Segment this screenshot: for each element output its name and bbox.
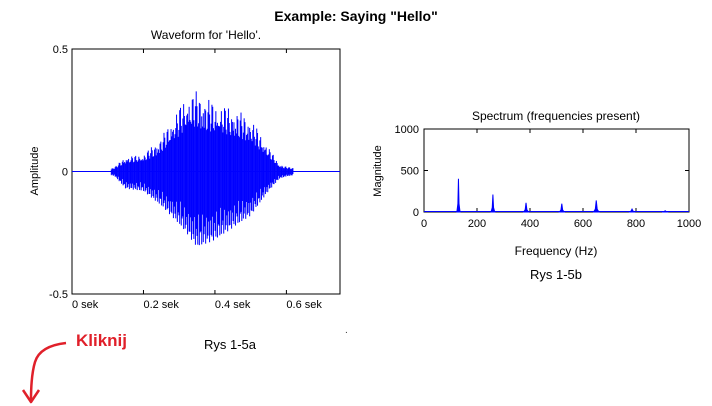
spectrum-peak bbox=[628, 207, 636, 213]
stray-mark: . bbox=[345, 325, 348, 336]
spectrum-y-ticks: 0 500 1000 bbox=[395, 124, 689, 219]
kliknij-link[interactable]: Kliknij bbox=[76, 331, 128, 350]
spectrum-xtick-label: 1000 bbox=[677, 218, 701, 230]
spectrum-xtick-label: 400 bbox=[521, 218, 539, 230]
caption-rys-1-5a: Rys 1-5a bbox=[204, 337, 257, 352]
spectrum-title: Spectrum (frequencies present) bbox=[472, 109, 640, 123]
spectrum-x-ticks: 0 200 400 600 800 1000 bbox=[421, 129, 701, 230]
waveform-xtick-label: 0.4 sek bbox=[215, 299, 251, 311]
spectrum-axes-frame bbox=[423, 128, 690, 213]
spectrum-xtick-label: 800 bbox=[627, 218, 645, 230]
waveform-xtick-label: 0.2 sek bbox=[143, 299, 179, 311]
spectrum-xtick-label: 600 bbox=[574, 218, 592, 230]
spectrum-peak bbox=[456, 178, 461, 213]
spectrum-peak bbox=[661, 210, 669, 213]
spectrum-series bbox=[424, 178, 689, 213]
spectrum-baseline-fill bbox=[424, 211, 689, 212]
waveform-xtick-label: 0 sek bbox=[72, 299, 99, 311]
spectrum-ytick-label: 1000 bbox=[395, 124, 419, 136]
spectrum-peak bbox=[522, 202, 530, 213]
waveform-xtick-label: 0.6 sek bbox=[286, 299, 322, 311]
main-title: Example: Saying "Hello" bbox=[274, 8, 438, 24]
spectrum-xtick-label: 0 bbox=[421, 218, 427, 230]
spectrum-ytick-label: 0 bbox=[413, 207, 419, 219]
spectrum-xtick-label: 200 bbox=[468, 218, 486, 230]
spectrum-peak bbox=[558, 203, 566, 213]
waveform-ytick-label: 0.5 bbox=[53, 44, 68, 56]
waveform-ytick-label: -0.5 bbox=[49, 289, 68, 301]
spectrum-peak bbox=[490, 194, 496, 213]
waveform-series bbox=[72, 91, 340, 246]
waveform-ylabel: Amplitude bbox=[29, 147, 41, 196]
spectrum-peak bbox=[592, 200, 600, 213]
spectrum-chart: Spectrum (frequencies present) Magnitude… bbox=[372, 109, 701, 258]
spectrum-xlabel: Frequency (Hz) bbox=[515, 244, 598, 258]
waveform-ytick-label: 0 bbox=[62, 167, 68, 179]
waveform-x-ticks: 0 sek 0.2 sek 0.4 sek 0.6 sek bbox=[71, 49, 322, 311]
arrow-head-icon bbox=[21, 389, 41, 404]
waveform-chart: Waveform for 'Hello'. Amplitude 0.5 0 -0.5… bbox=[29, 28, 341, 311]
spectrum-ytick-label: 500 bbox=[401, 166, 419, 178]
curved-arrow-down-icon bbox=[29, 341, 67, 401]
spectrum-ylabel: Magnitude bbox=[372, 145, 384, 196]
waveform-title: Waveform for 'Hello'. bbox=[151, 28, 261, 42]
caption-rys-1-5b: Rys 1-5b bbox=[530, 267, 583, 282]
